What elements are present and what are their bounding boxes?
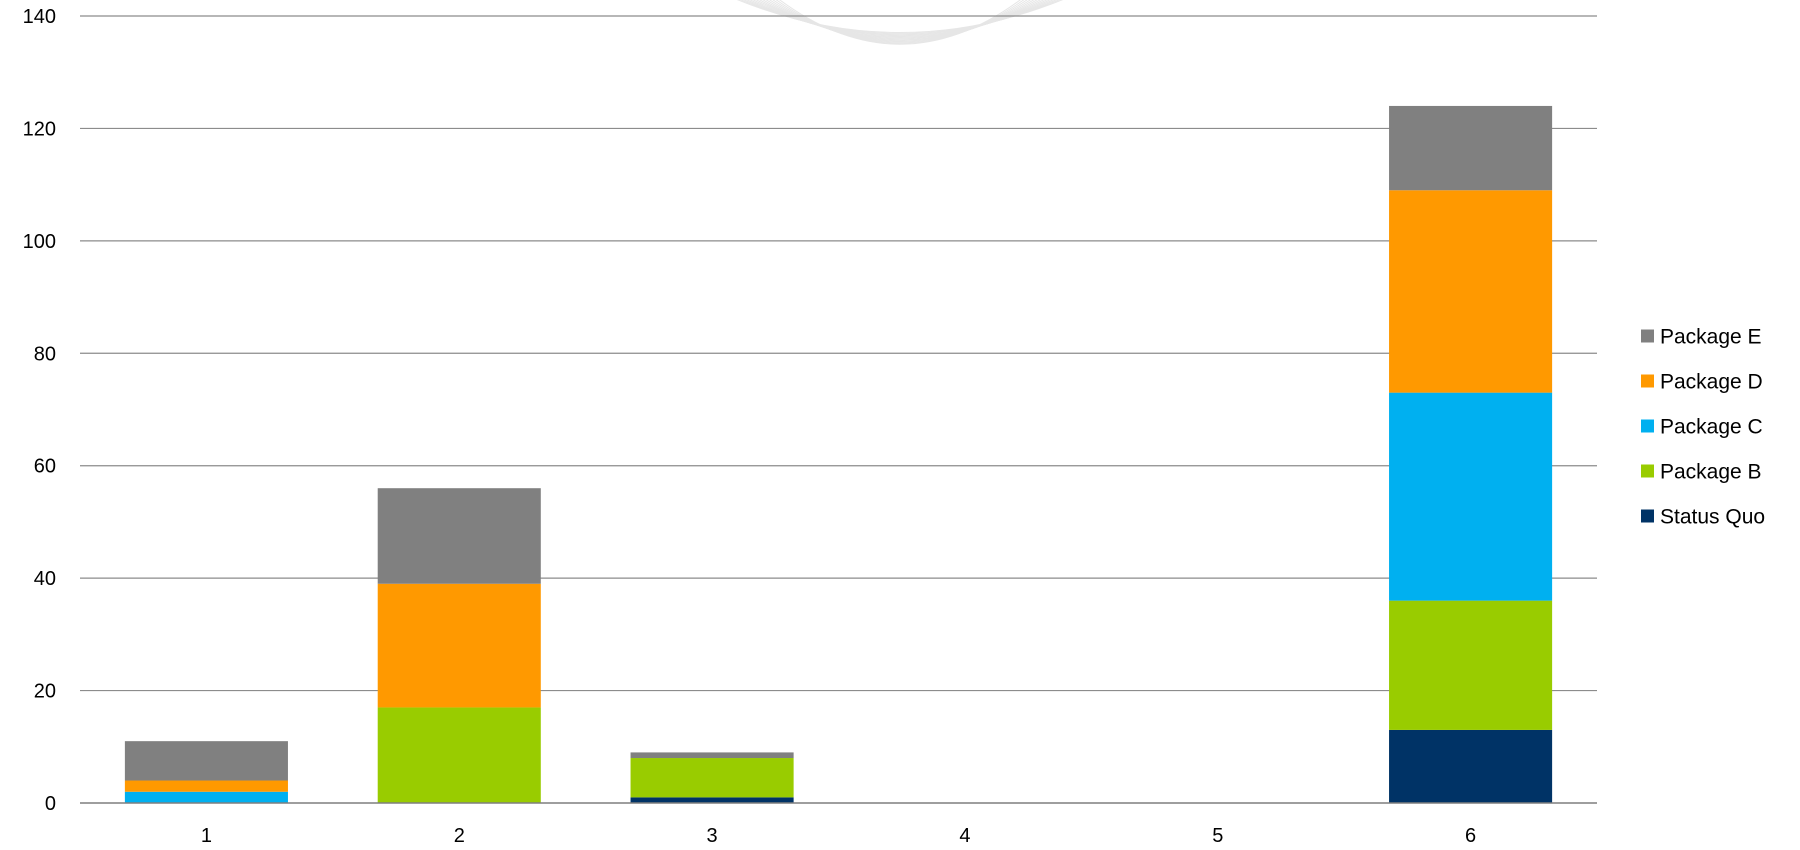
y-tick-label: 80 bbox=[34, 343, 56, 365]
legend-label: Status Quo bbox=[1660, 506, 1765, 529]
watermark-arc bbox=[743, 0, 1057, 35]
watermark-arc bbox=[772, 0, 1028, 43]
y-tick-label: 0 bbox=[45, 793, 56, 815]
bars bbox=[124, 105, 1553, 803]
legend-swatch bbox=[1641, 329, 1654, 343]
bar-segment-package-b-3 bbox=[630, 758, 794, 798]
bar-segment-package-d-1 bbox=[124, 780, 288, 792]
bar-segment-package-b-2 bbox=[377, 707, 541, 803]
y-tick-label: 20 bbox=[34, 681, 56, 703]
legend-label: Package D bbox=[1660, 371, 1763, 394]
x-tick-label: 4 bbox=[959, 825, 970, 847]
x-tick-label: 5 bbox=[1212, 825, 1223, 847]
x-axis-tick-labels: 1 2 3 4 5 6 bbox=[201, 825, 1476, 847]
bar-segment-package-b-6 bbox=[1389, 600, 1553, 730]
legend-item: Package C bbox=[1641, 416, 1763, 439]
x-tick-label: 2 bbox=[454, 825, 465, 847]
y-axis-tick-labels: 0 20 40 60 80 100 120 140 bbox=[23, 6, 56, 815]
watermark-arc bbox=[765, 0, 1035, 41]
y-tick-label: 140 bbox=[23, 6, 56, 28]
legend-label: Package C bbox=[1660, 416, 1763, 439]
watermark-arc bbox=[762, 0, 1038, 41]
legend-label: Package B bbox=[1660, 461, 1762, 484]
y-tick-label: 60 bbox=[34, 456, 56, 478]
legend-swatch bbox=[1641, 374, 1654, 388]
bar-segment-package-e-1 bbox=[124, 741, 288, 781]
legend-swatch bbox=[1641, 419, 1654, 433]
x-tick-label: 3 bbox=[707, 825, 718, 847]
watermark-arc bbox=[749, 0, 1051, 37]
legend-item: Package E bbox=[1641, 326, 1762, 349]
x-tick-label: 6 bbox=[1465, 825, 1476, 847]
legend-item: Package B bbox=[1641, 461, 1762, 484]
bar-segment-package-c-1 bbox=[124, 791, 288, 803]
bar-segment-package-d-2 bbox=[377, 583, 541, 708]
legend: Package E Package D Package C Package B Stat… bbox=[1641, 326, 1765, 529]
x-tick-label: 1 bbox=[201, 825, 212, 847]
watermark-arc bbox=[755, 0, 1045, 39]
bar-segment-package-e-2 bbox=[377, 488, 541, 584]
bar-segment-package-e-3 bbox=[630, 752, 794, 759]
bar-segment-package-e-6 bbox=[1389, 105, 1553, 191]
watermark-arc bbox=[746, 0, 1054, 36]
y-tick-label: 100 bbox=[23, 231, 56, 253]
legend-item: Status Quo bbox=[1641, 506, 1765, 529]
y-tick-label: 120 bbox=[23, 118, 56, 140]
y-tick-label: 40 bbox=[34, 568, 56, 590]
gridlines bbox=[80, 15, 1597, 692]
watermark-arc bbox=[740, 0, 1060, 34]
bar-segment-package-d-6 bbox=[1389, 190, 1553, 393]
watermark-arc bbox=[768, 0, 1032, 42]
watermark-arc bbox=[779, 0, 1021, 45]
legend-swatch bbox=[1641, 509, 1654, 523]
bar-segment-status-quo-3 bbox=[630, 797, 794, 803]
legend-label: Package E bbox=[1660, 326, 1762, 349]
watermark-arc bbox=[752, 0, 1048, 38]
background-watermark bbox=[737, 0, 1063, 45]
bar-segment-package-c-6 bbox=[1389, 392, 1553, 601]
legend-item: Package D bbox=[1641, 371, 1763, 394]
legend-swatch bbox=[1641, 464, 1654, 478]
watermark-arc bbox=[758, 0, 1042, 40]
watermark-arc bbox=[775, 0, 1025, 44]
bar-segment-status-quo-6 bbox=[1389, 729, 1553, 803]
watermark-arc bbox=[737, 0, 1063, 33]
